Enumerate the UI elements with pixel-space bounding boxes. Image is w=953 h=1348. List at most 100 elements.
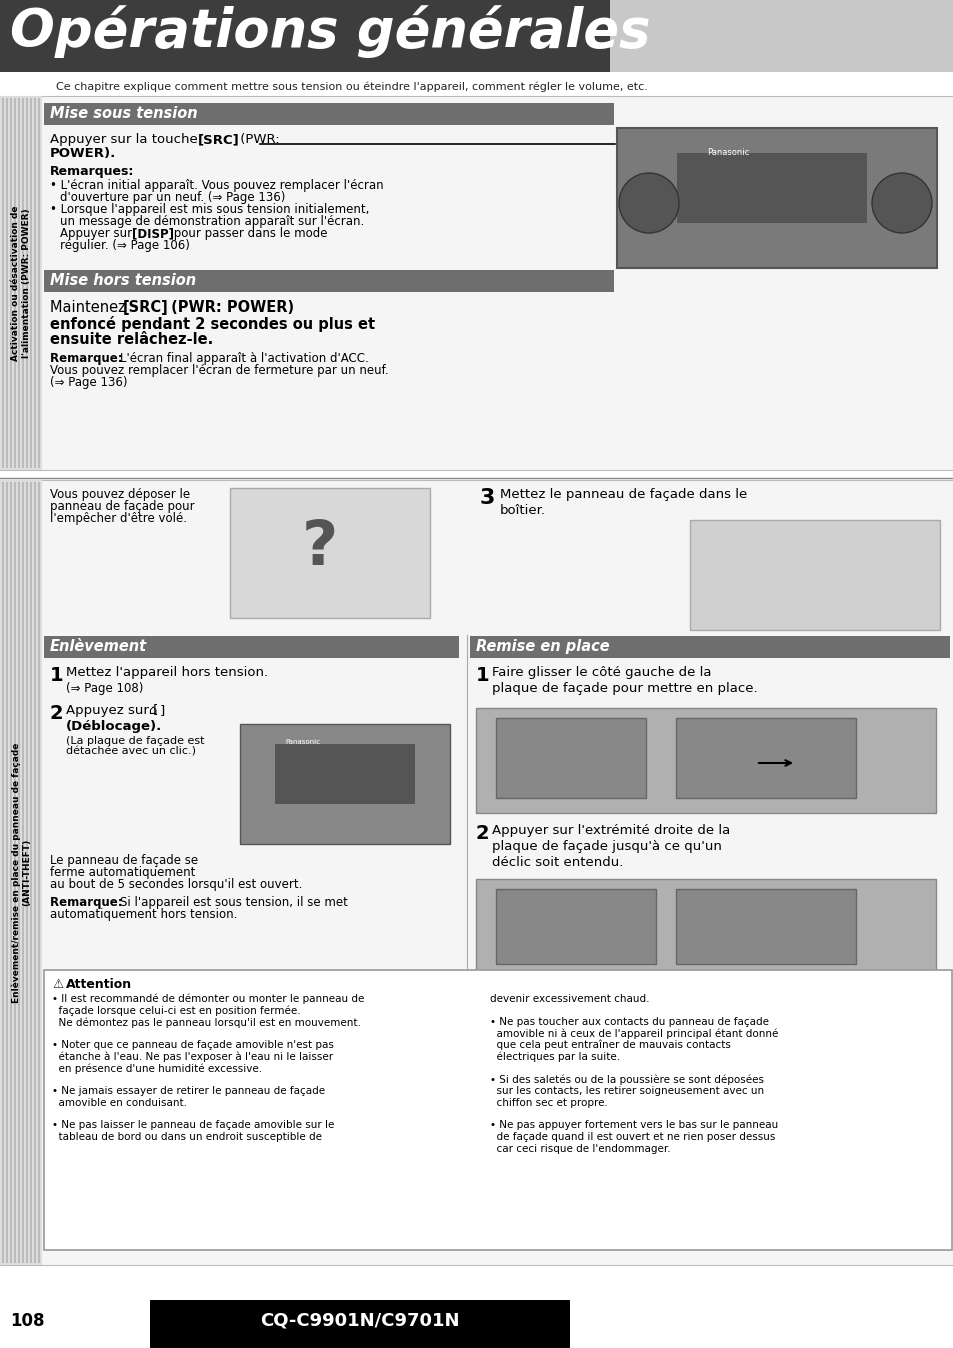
Bar [0, 0, 609, 71]
Text: détachée avec un clic.): détachée avec un clic.) [66, 747, 195, 758]
Text: l'empêcher d'être volé.: l'empêcher d'être volé. [50, 512, 187, 524]
Bar [14, 483, 16, 1263]
Bar [677, 154, 866, 222]
Text: 3: 3 [479, 488, 495, 508]
Text: • Lorsque l'appareil est mis sous tension initialement,: • Lorsque l'appareil est mis sous tensio… [50, 204, 369, 216]
Text: Appuyer sur l'extrémité droite de la: Appuyer sur l'extrémité droite de la [492, 824, 729, 837]
Text: boîtier.: boîtier. [499, 504, 545, 518]
Text: que cela peut entraîner de mauvais contacts: que cela peut entraîner de mauvais conta… [490, 1041, 730, 1050]
Bar [6, 483, 8, 1263]
Text: 1: 1 [50, 666, 64, 685]
Text: • Ne pas laisser le panneau de façade amovible sur le: • Ne pas laisser le panneau de façade am… [52, 1120, 334, 1131]
Text: Remarque:: Remarque: [50, 352, 127, 365]
Text: Appuyer sur: Appuyer sur [60, 226, 135, 240]
Text: ⌂: ⌂ [148, 704, 156, 717]
Text: Vous pouvez déposer le: Vous pouvez déposer le [50, 488, 190, 501]
Circle shape [871, 173, 931, 233]
Text: (La plaque de façade est: (La plaque de façade est [66, 736, 204, 745]
Text: Panasonic: Panasonic [285, 739, 319, 745]
Text: Maintenez: Maintenez [50, 301, 131, 315]
Bar [150, 1299, 569, 1348]
Text: Le panneau de façade se: Le panneau de façade se [50, 855, 198, 867]
Bar [34, 98, 36, 468]
Text: Remise en place: Remise en place [476, 639, 609, 654]
Bar [10, 483, 12, 1263]
Bar [0, 96, 42, 470]
Text: au bout de 5 secondes lorsqu'il est ouvert.: au bout de 5 secondes lorsqu'il est ouve… [50, 878, 302, 891]
Text: amovible en conduisant.: amovible en conduisant. [52, 1097, 187, 1108]
Text: pour passer dans le mode: pour passer dans le mode [170, 226, 327, 240]
Text: 1: 1 [476, 666, 489, 685]
Text: • L'écran initial apparaît. Vous pouvez remplacer l'écran: • L'écran initial apparaît. Vous pouvez … [50, 179, 383, 191]
Text: plaque de façade pour mettre en place.: plaque de façade pour mettre en place. [492, 682, 757, 696]
Text: de façade quand il est ouvert et ne rien poser dessus: de façade quand il est ouvert et ne rien… [490, 1132, 775, 1142]
Bar [2, 98, 4, 468]
Text: Vous pouvez remplacer l'écran de fermeture par un neuf.: Vous pouvez remplacer l'écran de fermetu… [50, 364, 388, 377]
Text: chiffon sec et propre.: chiffon sec et propre. [490, 1097, 607, 1108]
Bar [18, 483, 20, 1263]
Text: (Déblocage).: (Déblocage). [66, 720, 162, 733]
Text: déclic soit entendu.: déclic soit entendu. [492, 856, 622, 869]
Text: (PWR:: (PWR: [235, 133, 279, 146]
Text: plaque de façade jusqu'à ce qu'un: plaque de façade jusqu'à ce qu'un [492, 840, 721, 853]
Bar [44, 102, 614, 125]
Bar [14, 98, 16, 468]
Text: • Noter que ce panneau de façade amovible n'est pas: • Noter que ce panneau de façade amovibl… [52, 1041, 334, 1050]
Bar [0, 480, 42, 1264]
Bar [2, 483, 4, 1263]
Text: ferme automatiquement: ferme automatiquement [50, 865, 195, 879]
Text: • Il est recommandé de démonter ou monter le panneau de: • Il est recommandé de démonter ou monte… [52, 993, 364, 1004]
Text: L'écran final apparaît à l'activation d'ACC.: L'écran final apparaît à l'activation d'… [120, 352, 369, 365]
Text: Panasonic: Panasonic [706, 148, 748, 156]
Text: Remarques:: Remarques: [50, 164, 134, 178]
Bar [22, 98, 24, 468]
Bar [30, 98, 32, 468]
Text: • Si des saletés ou de la poussière se sont déposées: • Si des saletés ou de la poussière se s… [490, 1074, 763, 1085]
Text: Mettez l'appareil hors tension.: Mettez l'appareil hors tension. [66, 666, 268, 679]
Text: ]: ] [160, 704, 165, 717]
Bar [26, 98, 28, 468]
Text: • Ne pas appuyer fortement vers le bas sur le panneau: • Ne pas appuyer fortement vers le bas s… [490, 1120, 778, 1131]
Text: Attention: Attention [66, 979, 132, 991]
Text: sur les contacts, les retirer soigneusement avec un: sur les contacts, les retirer soigneusem… [490, 1086, 763, 1096]
Text: régulier. (⇒ Page 106): régulier. (⇒ Page 106) [60, 239, 190, 252]
Bar [240, 724, 450, 844]
Bar [496, 888, 656, 964]
Text: ⚠: ⚠ [52, 979, 63, 991]
Bar [18, 98, 20, 468]
Text: d'ouverture par un neuf. (⇒ Page 136): d'ouverture par un neuf. (⇒ Page 136) [60, 191, 285, 204]
Text: tableau de bord ou dans un endroit susceptible de: tableau de bord ou dans un endroit susce… [52, 1132, 322, 1142]
Text: Ce chapitre explique comment mettre sous tension ou éteindre l'appareil, comment: Ce chapitre explique comment mettre sous… [56, 82, 647, 93]
Text: devenir excessivement chaud.: devenir excessivement chaud. [490, 993, 649, 1004]
Text: CQ-C9901N/C9701N: CQ-C9901N/C9701N [260, 1312, 459, 1330]
Text: enfoncé pendant 2 secondes ou plus et: enfoncé pendant 2 secondes ou plus et [50, 315, 375, 332]
Bar [6, 98, 8, 468]
Text: • Ne pas toucher aux contacts du panneau de façade: • Ne pas toucher aux contacts du panneau… [490, 1016, 768, 1027]
Text: Remarque:: Remarque: [50, 896, 127, 909]
Text: Mise hors tension: Mise hors tension [50, 274, 196, 288]
Bar [44, 636, 458, 658]
Bar [676, 718, 855, 798]
Text: [SRC]: [SRC] [198, 133, 239, 146]
Text: [SRC]: [SRC] [123, 301, 169, 315]
Text: un message de démonstration apparaît sur l'écran.: un message de démonstration apparaît sur… [60, 214, 364, 228]
Text: Activation ou désactivation de
l'alimentation (PWR: POWER): Activation ou désactivation de l'aliment… [11, 205, 30, 361]
Text: électriques par la suite.: électriques par la suite. [490, 1051, 619, 1062]
Text: 2: 2 [50, 704, 64, 723]
Bar [476, 879, 935, 979]
Bar [689, 520, 939, 630]
Circle shape [618, 173, 679, 233]
Bar [30, 483, 32, 1263]
Bar [34, 483, 36, 1263]
Text: Mettez le panneau de façade dans le: Mettez le panneau de façade dans le [499, 488, 746, 501]
Text: façade lorsque celui-ci est en position fermée.: façade lorsque celui-ci est en position … [52, 1006, 300, 1016]
Text: POWER).: POWER). [50, 147, 116, 160]
Text: étanche à l'eau. Ne pas l'exposer à l'eau ni le laisser: étanche à l'eau. Ne pas l'exposer à l'ea… [52, 1051, 333, 1062]
Bar [22, 483, 24, 1263]
Text: Ne démontez pas le panneau lorsqu'il est en mouvement.: Ne démontez pas le panneau lorsqu'il est… [52, 1016, 360, 1027]
Text: Faire glisser le côté gauche de la: Faire glisser le côté gauche de la [492, 666, 711, 679]
Bar [26, 483, 28, 1263]
Text: Si l'appareil est sous tension, il se met: Si l'appareil est sous tension, il se me… [120, 896, 348, 909]
Bar [617, 128, 936, 268]
Bar [38, 483, 40, 1263]
